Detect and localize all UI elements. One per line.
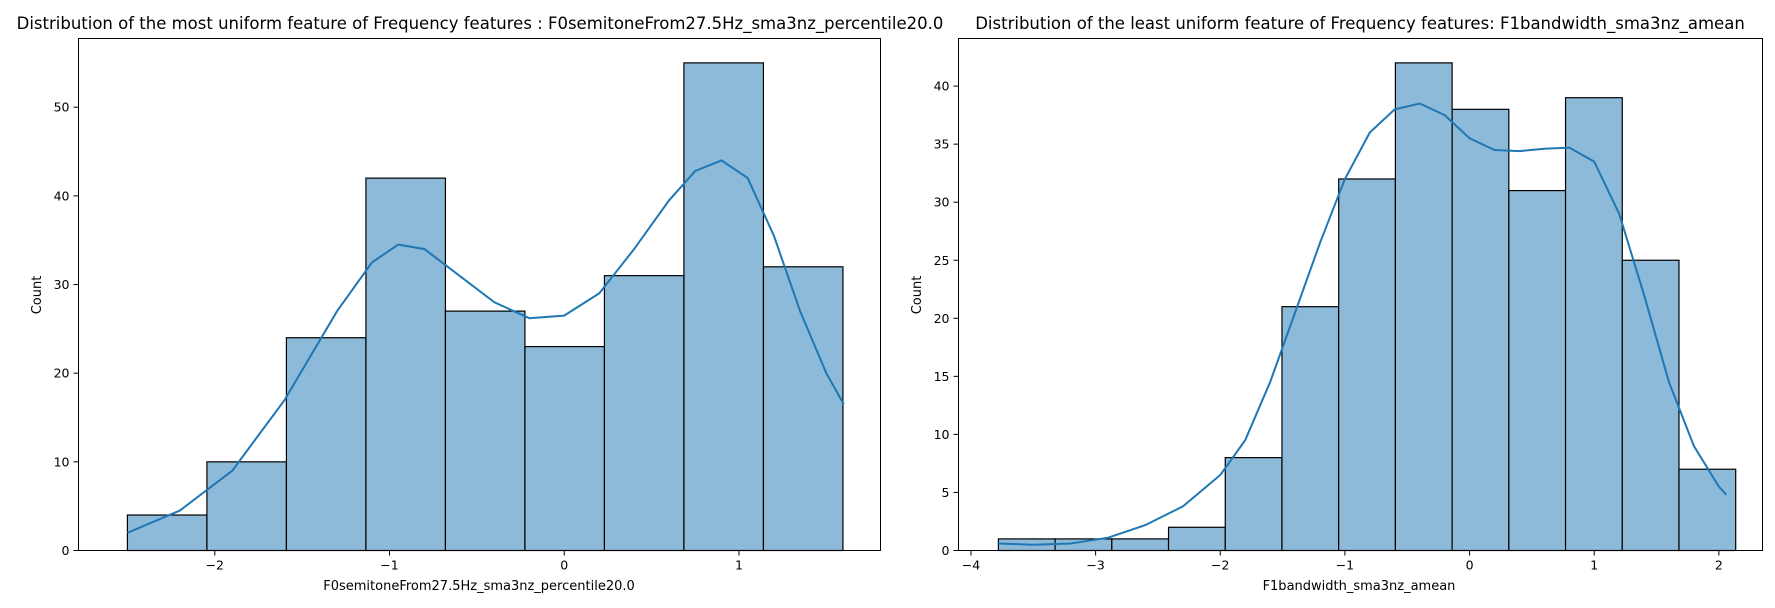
chart-right-xtick-label: −3: [1086, 558, 1104, 573]
chart-left-title: Distribution of the most uniform feature…: [17, 14, 944, 34]
chart-right-bar: [1281, 306, 1340, 552]
chart-left-bar: [603, 275, 685, 552]
chart-right-xtick-label: −2: [1211, 558, 1229, 573]
chart-left-ytick-label: 40: [54, 188, 70, 203]
chart-right-bar: [1678, 468, 1737, 552]
chart-right-kde-line: [998, 102, 1728, 546]
chart-left-xlabel: F0semitoneFrom27.5Hz_sma3nz_percentile20…: [323, 579, 635, 594]
chart-left-bar: [683, 62, 765, 552]
chart-left-bar: [126, 514, 208, 552]
chart-right-bar: [1621, 259, 1680, 552]
chart-right-bar: [1564, 97, 1623, 552]
chart-right-ytick-label: 5: [942, 485, 950, 500]
chart-left-ylabel: Count: [30, 276, 45, 315]
chart-left-xtick-label: −2: [206, 558, 224, 573]
chart-right-ytick-label: 30: [934, 195, 950, 210]
chart-right-ytick-label: 10: [934, 427, 950, 442]
chart-right-frame: [958, 38, 1763, 551]
chart-left-bar: [762, 266, 844, 552]
chart-left-xtick-label: −1: [380, 558, 398, 573]
chart-left-bar: [444, 310, 526, 552]
chart-right-xtick-label: 0: [1466, 558, 1474, 573]
chart-left-ytick-label: 10: [54, 454, 70, 469]
chart-left-ytick-label: 50: [54, 100, 70, 115]
chart-left-xtick-label: 1: [735, 558, 743, 573]
chart-right-title: Distribution of the least uniform featur…: [975, 14, 1745, 34]
chart-left-xtick-label: 0: [560, 558, 568, 573]
chart-right-xlabel: F1bandwidth_sma3nz_amean: [1263, 579, 1456, 594]
chart-right-ytick-label: 15: [934, 369, 950, 384]
chart-left-ytick-label: 20: [54, 366, 70, 381]
chart-left-bar: [285, 337, 367, 552]
chart-right-ytick-label: 25: [934, 253, 950, 268]
chart-right-ytick-label: 40: [934, 79, 950, 94]
chart-left-ytick-label: 0: [62, 543, 70, 558]
chart-right-ytick-label: 0: [942, 543, 950, 558]
chart-right-ylabel: Count: [910, 276, 925, 315]
chart-right-bar: [1338, 178, 1397, 552]
chart-right-xtick-label: −4: [962, 558, 980, 573]
chart-right-ytick-label: 35: [934, 137, 950, 152]
chart-right-xtick-label: −1: [1336, 558, 1354, 573]
chart-left-bar: [206, 461, 288, 552]
chart-right-bar: [1508, 189, 1567, 552]
chart-right-bar: [1451, 108, 1510, 552]
chart-left-ytick-label: 30: [54, 277, 70, 292]
chart-left-frame: [78, 38, 881, 551]
chart-left-bar: [524, 345, 606, 552]
chart-right-ytick-label: 20: [934, 311, 950, 326]
chart-right-xtick-label: 1: [1590, 558, 1598, 573]
chart-right-bar: [1224, 457, 1283, 552]
chart-left-kde-line: [127, 159, 845, 534]
chart-left: Distribution of the most uniform feature…: [17, 14, 944, 594]
chart-right-bar: [1111, 538, 1170, 552]
chart-right-xtick-label: 2: [1715, 558, 1723, 573]
chart-left-bar: [365, 177, 447, 552]
chart-right: Distribution of the least uniform featur…: [910, 14, 1763, 594]
chart-right-bar: [1394, 62, 1453, 552]
chart-right-bar: [1167, 526, 1226, 552]
